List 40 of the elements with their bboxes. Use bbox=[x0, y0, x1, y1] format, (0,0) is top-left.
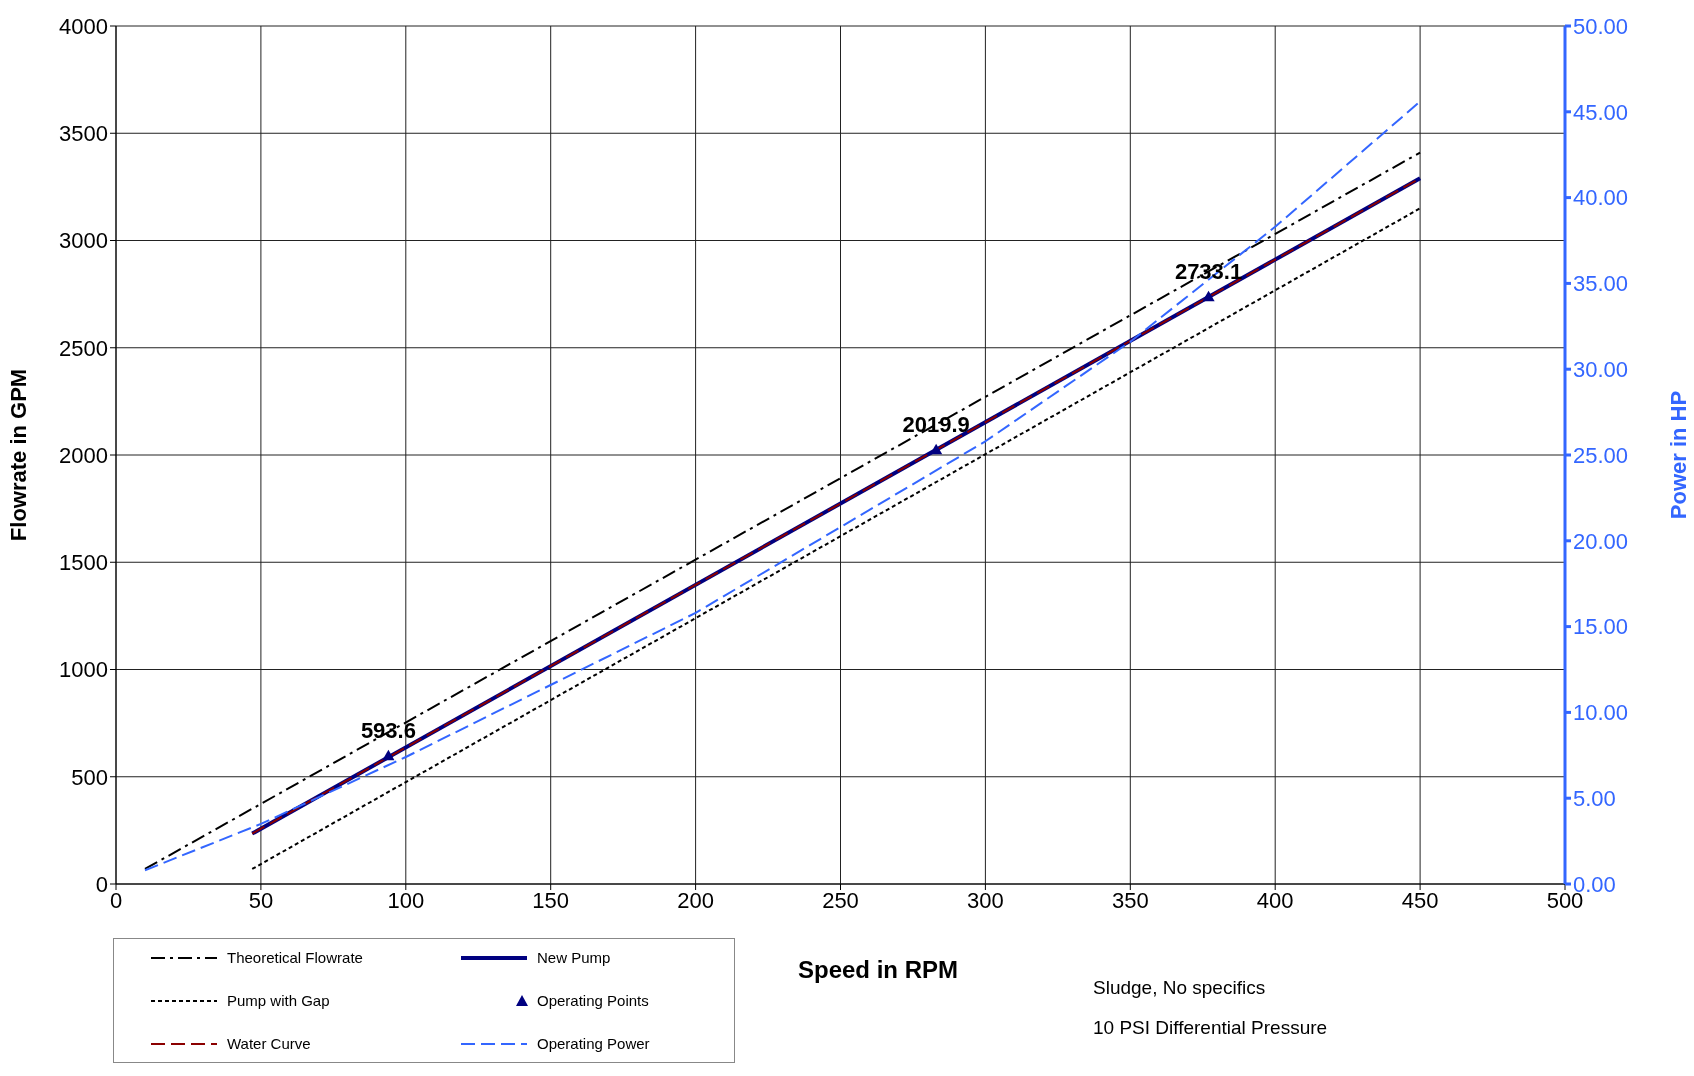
legend-label: Operating Points bbox=[537, 992, 649, 1009]
y-tick-label: 0 bbox=[95, 871, 108, 897]
x-tick-label: 350 bbox=[1111, 887, 1149, 913]
y-tick-label: 4000 bbox=[59, 13, 108, 39]
x-tick-label: 100 bbox=[387, 887, 425, 913]
legend-label: New Pump bbox=[537, 949, 611, 966]
y-tick-label: 3500 bbox=[59, 121, 108, 147]
y2-tick-label: 5.00 bbox=[1573, 786, 1616, 812]
y-tick-label: 3000 bbox=[59, 228, 108, 254]
legend-label: Water Curve bbox=[227, 1035, 311, 1052]
y-tick-label: 1500 bbox=[59, 550, 108, 576]
x-tick-label: 50 bbox=[248, 887, 274, 913]
x-tick-label: 450 bbox=[1401, 887, 1439, 913]
x-axis-title: Speed in RPM bbox=[798, 956, 959, 984]
y2-tick-label: 50.00 bbox=[1573, 13, 1629, 39]
legend-label: Operating Power bbox=[537, 1035, 650, 1052]
y-axis-title: Flowrate in GPM bbox=[5, 368, 31, 542]
y-tick-label: 2500 bbox=[59, 335, 108, 361]
x-tick-label: 250 bbox=[822, 887, 859, 913]
y2-tick-label: 15.00 bbox=[1573, 614, 1629, 640]
y2-tick-label: 25.00 bbox=[1573, 442, 1629, 468]
y2-tick-label: 10.00 bbox=[1573, 700, 1629, 726]
y2-tick-label: 45.00 bbox=[1573, 99, 1629, 125]
y2-tick-label: 35.00 bbox=[1573, 271, 1629, 297]
x-tick-label: 200 bbox=[677, 887, 714, 913]
y-tick-label: 500 bbox=[71, 764, 108, 790]
x-tick-label: 150 bbox=[532, 887, 570, 913]
x-tick-label: 300 bbox=[967, 887, 1004, 913]
text: 10 PSI Differential Pressure bbox=[1093, 1016, 1328, 1040]
y-tick-label: 2000 bbox=[59, 442, 108, 468]
y2-tick-label: 40.00 bbox=[1573, 185, 1629, 211]
y2-axis-title: Power in HP bbox=[1665, 390, 1691, 520]
legend-label: Theoretical Flowrate bbox=[227, 949, 363, 966]
x-tick-label: 400 bbox=[1256, 887, 1294, 913]
y2-tick-label: 20.00 bbox=[1573, 528, 1629, 554]
y2-tick-label: 30.00 bbox=[1573, 357, 1629, 383]
text: Sludge, No specifics bbox=[1093, 976, 1267, 1000]
data-label: 2019.9 bbox=[902, 412, 970, 438]
y-tick-label: 1000 bbox=[59, 657, 108, 683]
legend-label: Pump with Gap bbox=[227, 992, 330, 1009]
